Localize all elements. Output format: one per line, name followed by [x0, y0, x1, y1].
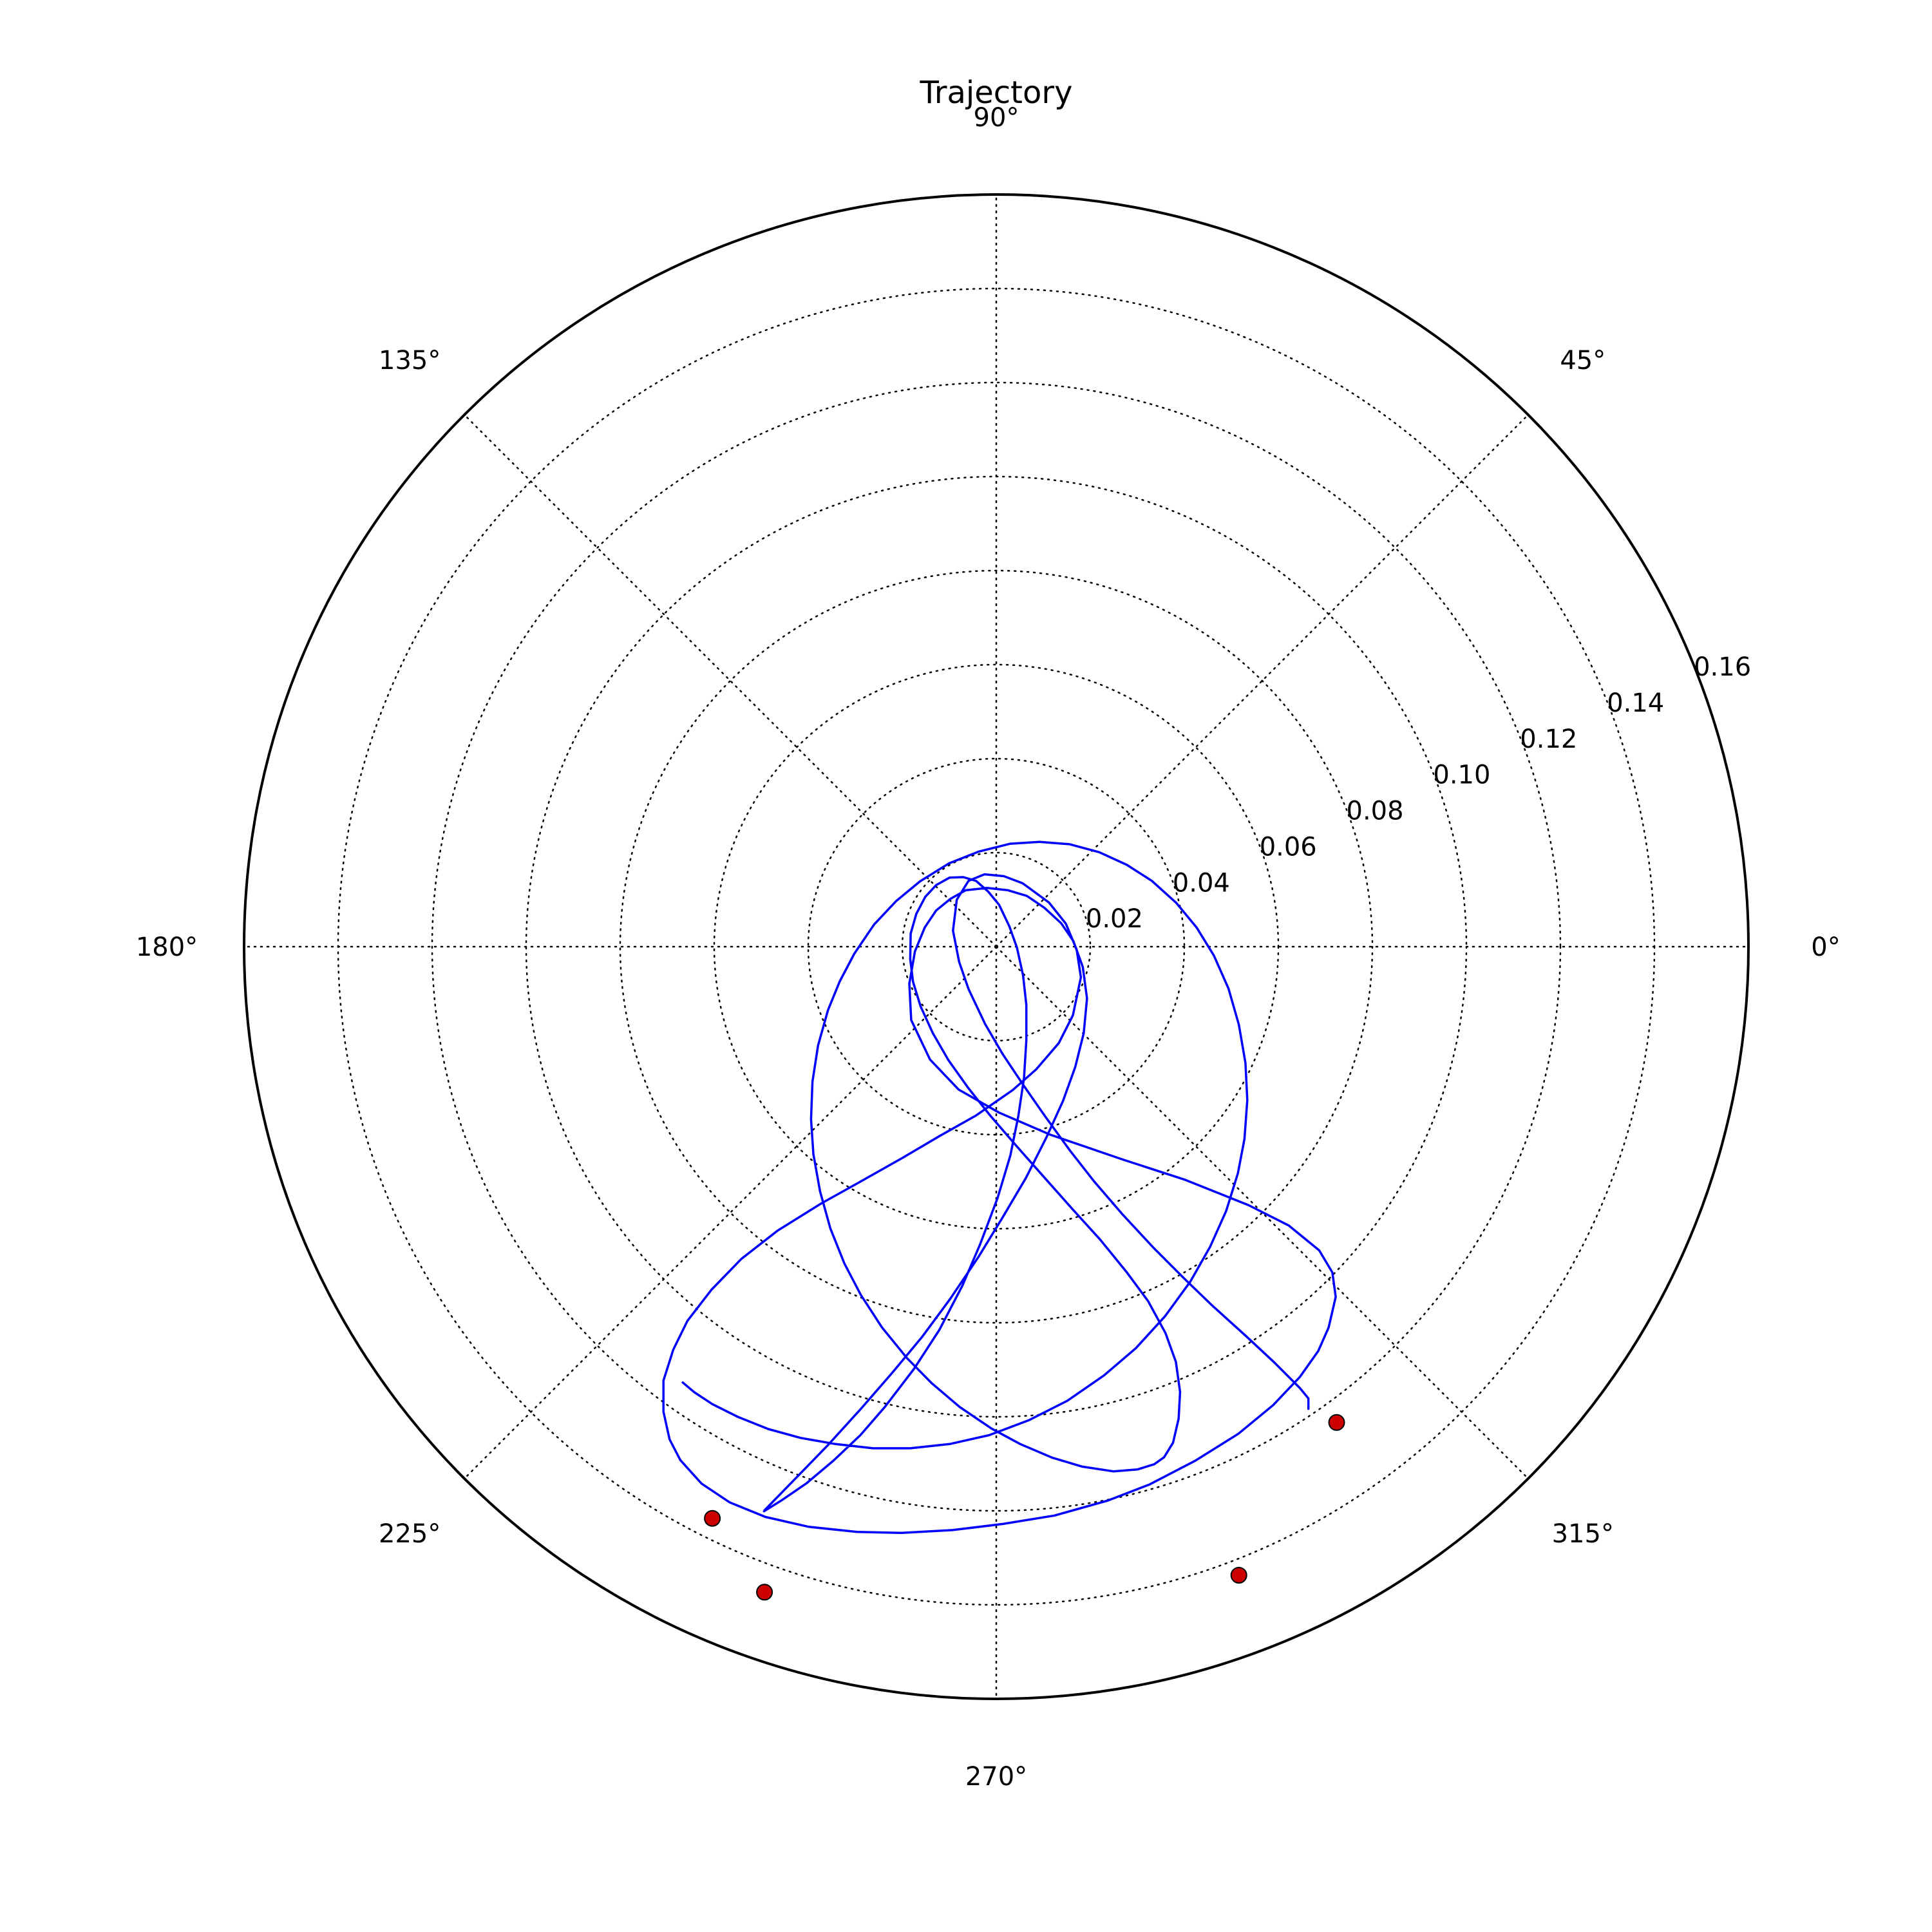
grid-ring-0.12: [431, 381, 1562, 1512]
grid-ring-0.02: [901, 851, 1092, 1042]
trajectory-line: [662, 840, 1337, 1535]
chart-title: Trajectory: [920, 75, 1073, 111]
radial-tick-labels: 0.02 0.04 0.06 0.08 0.10 0.12 0.14 0.16: [1086, 652, 1751, 934]
r-tick-label-0.06: 0.06: [1260, 832, 1317, 862]
grid-ring-0.08: [619, 569, 1374, 1324]
angular-grid-lines: [243, 193, 1750, 1700]
trajectory-markers: [704, 1414, 1345, 1601]
theta-tick-label-225: 225°: [379, 1519, 440, 1549]
grid-spoke-225: [463, 945, 998, 1480]
trajectory-marker-3: [756, 1584, 773, 1601]
polar-origin: [994, 945, 998, 949]
r-tick-label-0.04: 0.04: [1173, 868, 1230, 898]
r-tick-label-0.12: 0.12: [1520, 724, 1577, 754]
r-tick-label-0.14: 0.14: [1607, 688, 1664, 718]
trajectory-series: [662, 840, 1337, 1535]
r-tick-label-0.02: 0.02: [1086, 904, 1143, 934]
polar-frame-circle: [243, 193, 1750, 1700]
angular-tick-labels: 0° 45° 90° 135° 180° 225° 270° 315°: [136, 103, 1841, 1792]
polar-frame: [243, 193, 1750, 1700]
trajectory-marker-4: [1230, 1567, 1247, 1584]
theta-tick-label-90: 90°: [974, 103, 1019, 133]
theta-tick-label-0: 0°: [1811, 933, 1840, 962]
theta-tick-label-315: 315°: [1552, 1519, 1614, 1549]
r-tick-label-0.16: 0.16: [1694, 652, 1751, 682]
theta-tick-label-135: 135°: [379, 346, 440, 375]
trajectory-marker-2: [704, 1510, 721, 1527]
r-tick-label-0.10: 0.10: [1433, 761, 1490, 790]
theta-tick-label-180: 180°: [136, 933, 198, 962]
r-tick-label-0.08: 0.08: [1347, 797, 1404, 826]
grid-ring-0.06: [713, 663, 1280, 1230]
theta-tick-label-270: 270°: [965, 1762, 1027, 1792]
theta-tick-label-45: 45°: [1560, 346, 1605, 375]
trajectory-marker-1: [1328, 1414, 1345, 1431]
